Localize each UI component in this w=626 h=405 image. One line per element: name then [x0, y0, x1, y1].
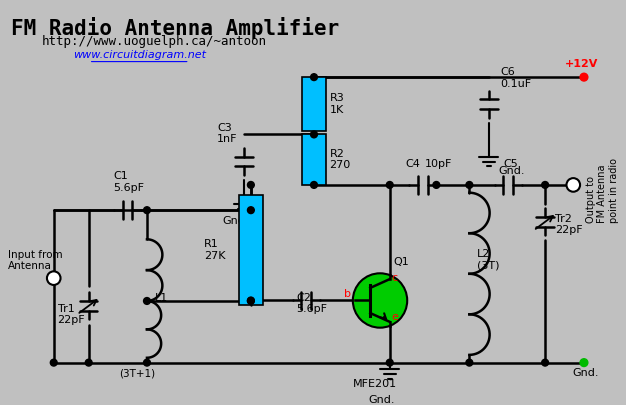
Text: +12V: +12V	[565, 60, 598, 69]
Circle shape	[143, 207, 150, 213]
Text: L1: L1	[155, 293, 168, 303]
Text: c: c	[392, 273, 398, 283]
Circle shape	[310, 181, 317, 188]
Circle shape	[541, 181, 548, 188]
Circle shape	[580, 73, 588, 81]
Circle shape	[47, 271, 61, 285]
Circle shape	[143, 298, 150, 305]
Text: FM Radio Antenna Amplifier: FM Radio Antenna Amplifier	[11, 17, 339, 39]
Text: C5: C5	[503, 160, 518, 169]
Circle shape	[386, 181, 393, 188]
Text: C4: C4	[405, 160, 420, 169]
Bar	[239, 195, 262, 305]
Circle shape	[541, 359, 548, 366]
Text: Gnd.: Gnd.	[223, 216, 249, 226]
Text: Tr2
22pF: Tr2 22pF	[555, 214, 582, 235]
Text: C6
0.1uF: C6 0.1uF	[500, 67, 531, 89]
Circle shape	[247, 298, 254, 305]
Circle shape	[310, 74, 317, 81]
Text: C1
5.6pF: C1 5.6pF	[113, 171, 144, 193]
Text: http://www.uoguelph.ca/~antoon: http://www.uoguelph.ca/~antoon	[41, 35, 266, 48]
Text: e: e	[392, 312, 399, 322]
Circle shape	[310, 131, 317, 138]
Circle shape	[466, 359, 473, 366]
Circle shape	[386, 359, 393, 366]
Text: R1
27K: R1 27K	[204, 239, 226, 261]
Text: b: b	[344, 289, 351, 298]
Text: R2
270: R2 270	[329, 149, 351, 171]
Text: C2
5.6pF: C2 5.6pF	[297, 292, 327, 314]
Text: Gnd.: Gnd.	[572, 368, 599, 378]
Bar	[302, 134, 326, 185]
Circle shape	[247, 181, 254, 188]
Circle shape	[50, 359, 57, 366]
Bar	[302, 77, 326, 130]
Circle shape	[580, 359, 588, 367]
Text: Tr1
22pF: Tr1 22pF	[58, 304, 85, 325]
Circle shape	[247, 297, 254, 304]
Text: Output to
FM Antenna
point in radio: Output to FM Antenna point in radio	[586, 158, 619, 223]
Text: Gnd.: Gnd.	[498, 166, 525, 176]
Text: MFE201: MFE201	[353, 379, 398, 389]
Text: R3
1K: R3 1K	[329, 93, 344, 115]
Text: C3
1nF: C3 1nF	[217, 123, 237, 144]
Circle shape	[247, 207, 254, 213]
Text: Q1: Q1	[394, 258, 409, 267]
Circle shape	[433, 181, 439, 188]
Circle shape	[567, 178, 580, 192]
Text: L2
(3T): L2 (3T)	[477, 249, 500, 271]
Circle shape	[143, 359, 150, 366]
Text: Gnd.: Gnd.	[369, 395, 395, 405]
Circle shape	[85, 359, 92, 366]
Text: www.circuitdiagram.net: www.circuitdiagram.net	[73, 50, 206, 60]
Text: (3T+1): (3T+1)	[119, 368, 155, 378]
Text: 10pF: 10pF	[424, 160, 452, 169]
Circle shape	[353, 273, 408, 328]
Text: Input from
Antenna: Input from Antenna	[8, 250, 63, 271]
Circle shape	[466, 181, 473, 188]
